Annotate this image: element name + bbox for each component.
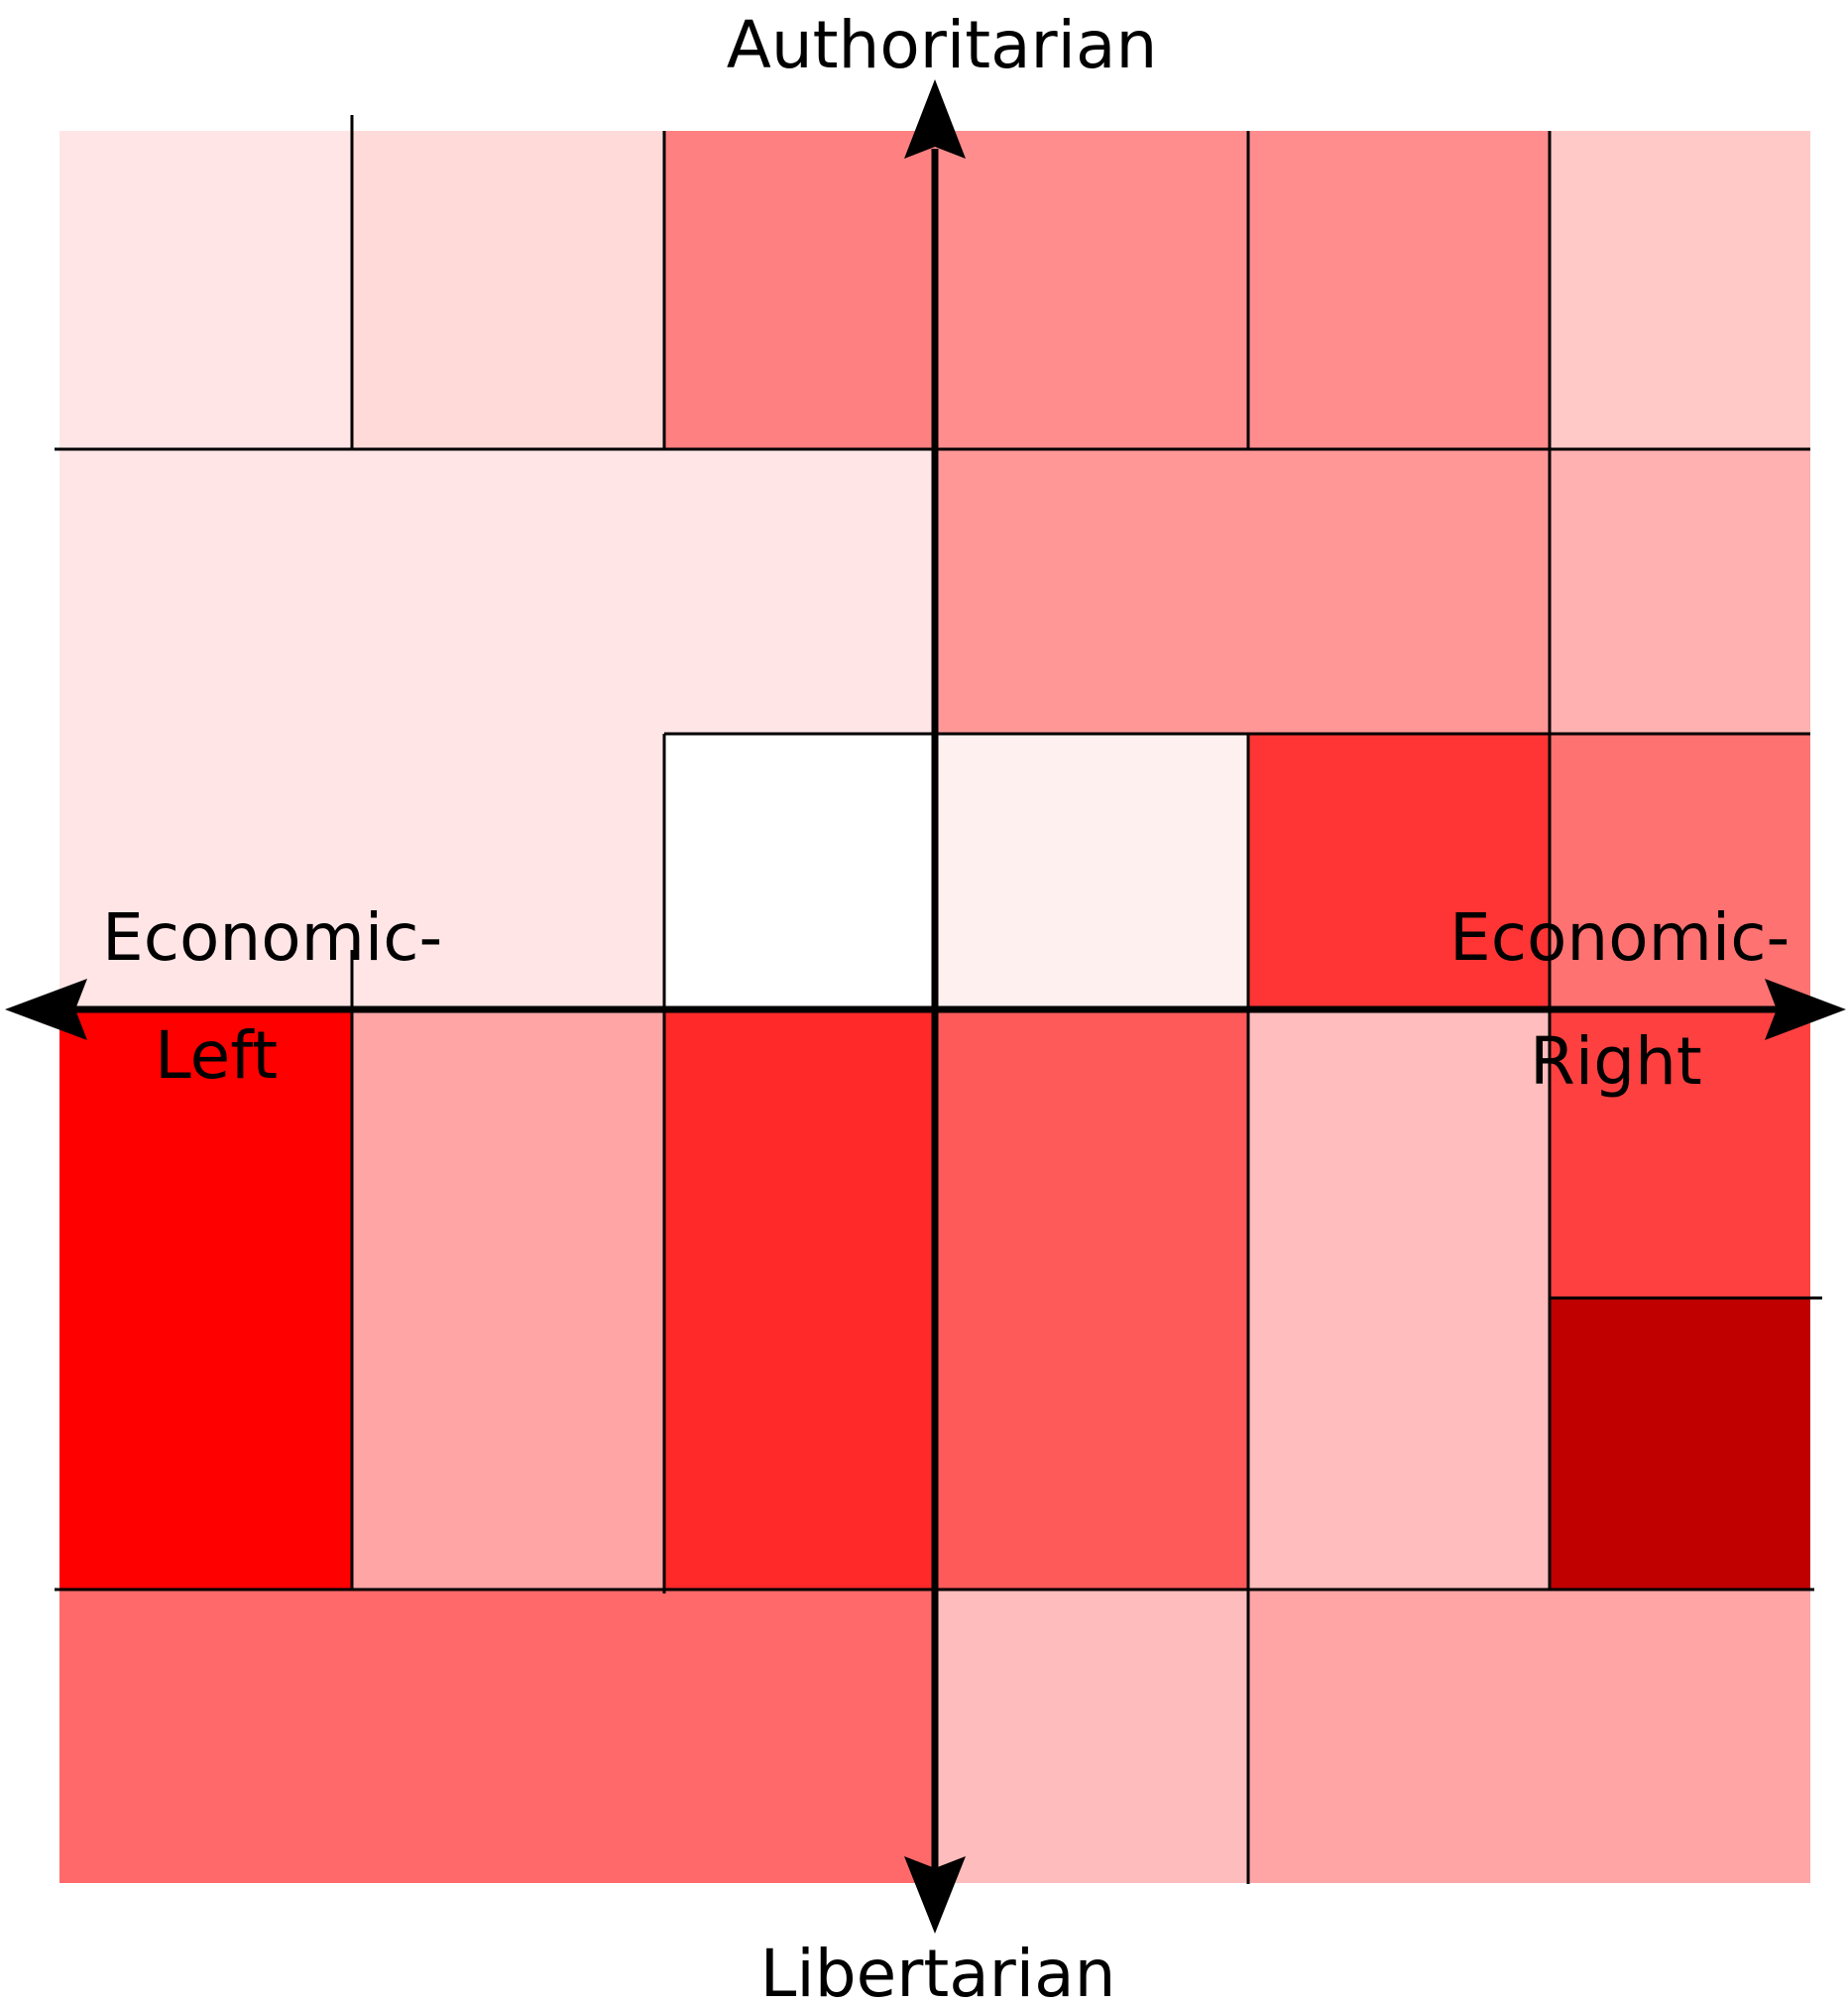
cell-r5-c4 [935, 1590, 1248, 1883]
cell-r1-c6 [1550, 131, 1810, 449]
cell-r3-c6 [1550, 734, 1810, 1009]
cell-r5-c1-c3 [59, 1590, 935, 1883]
arrow-right-icon [1765, 979, 1846, 1040]
cell-r1-c1 [59, 131, 352, 449]
cell-r3-c1-c2 [59, 734, 664, 1009]
cell-r5-c5-c6 [1248, 1590, 1810, 1883]
label-left: Left [155, 1017, 278, 1094]
cell-r4-c1 [59, 1009, 352, 1590]
cell-r3-c4 [935, 734, 1248, 1009]
arrow-down-icon [904, 1856, 966, 1934]
cell-r1-c5 [1248, 131, 1550, 449]
label-right: Right [1530, 1023, 1702, 1100]
axes [5, 79, 1846, 1934]
cell-r4-c5 [1248, 1009, 1550, 1590]
cell-r2-c4-c5 [935, 449, 1550, 734]
arrow-left-icon [5, 979, 87, 1040]
cell-r2-c1-c3 [59, 449, 935, 734]
cell-r2-c6 [1550, 449, 1810, 734]
cell-r1-c3 [664, 131, 935, 449]
cell-r4-c6-lower [1550, 1298, 1810, 1590]
label-authoritarian: Authoritarian [727, 7, 1158, 83]
label-libertarian: Libertarian [760, 1936, 1116, 2004]
label-economic-right: Economic- [1449, 899, 1790, 976]
cell-r3-c5 [1248, 734, 1550, 1009]
cell-r1-c2 [352, 131, 664, 449]
cell-r4-c3 [664, 1009, 935, 1590]
arrow-up-icon [904, 79, 966, 159]
cell-r4-c4 [935, 1009, 1248, 1590]
cell-r1-c4 [935, 131, 1248, 449]
cell-r4-c2 [352, 1009, 664, 1590]
cell-r4-c6-upper [1550, 1009, 1810, 1298]
label-economic-left: Economic- [102, 899, 442, 976]
color-cells [59, 131, 1810, 1883]
cell-r3-c3 [664, 734, 935, 1009]
